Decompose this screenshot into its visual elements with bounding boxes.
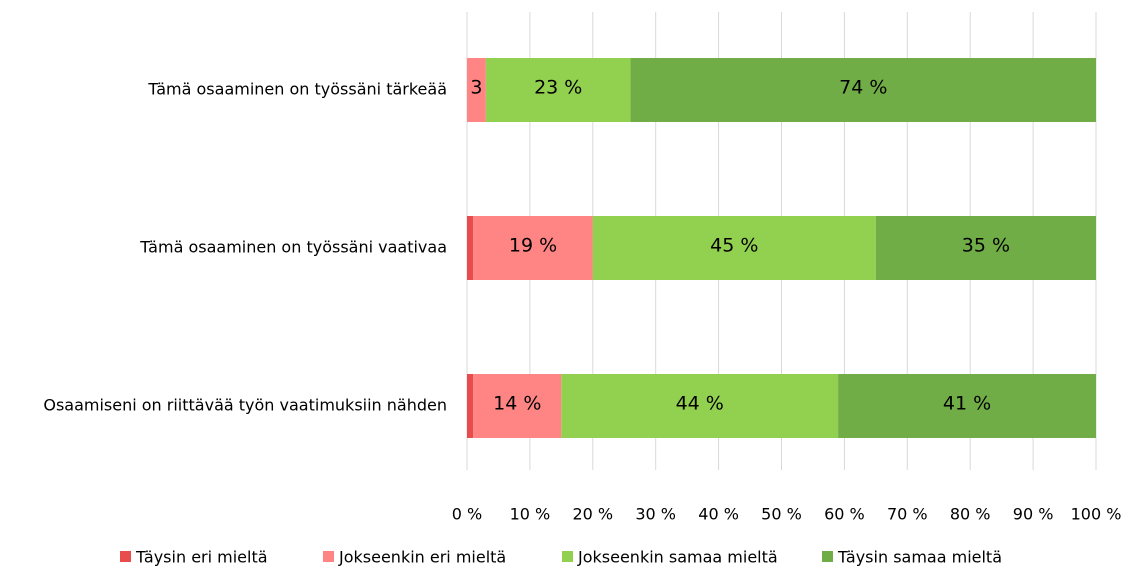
bar-segment	[561, 374, 839, 438]
data-label: 35 %	[962, 235, 1010, 257]
x-tick-label: 60 %	[824, 505, 865, 524]
legend-swatch	[562, 551, 573, 562]
bar-segment	[467, 216, 474, 280]
bar-segment	[592, 216, 876, 280]
data-label: 44 %	[676, 393, 724, 415]
x-tick-label: 50 %	[761, 505, 802, 524]
data-label: 14 %	[493, 393, 541, 415]
x-tick-label: 0 %	[452, 505, 482, 524]
x-tick-label: 30 %	[635, 505, 676, 524]
x-tick-label: 20 %	[572, 505, 613, 524]
category-label: Tämä osaaminen on työssäni vaativaa	[139, 238, 447, 257]
bar-segment	[473, 374, 562, 438]
bar-segment	[875, 216, 1096, 280]
legend-swatch	[822, 551, 833, 562]
bar-segment	[838, 374, 1096, 438]
data-label: 45 %	[710, 235, 758, 257]
x-tick-label: 100 %	[1071, 505, 1122, 524]
bar-segment	[467, 374, 474, 438]
legend-swatch	[120, 551, 131, 562]
legend-label: Jokseenkin eri mieltä	[338, 548, 506, 567]
data-label: 41 %	[943, 393, 991, 415]
data-label: 74 %	[839, 77, 887, 99]
legend-swatch	[323, 551, 334, 562]
bar-segment	[485, 58, 631, 122]
category-label: Tämä osaaminen on työssäni tärkeää	[147, 80, 447, 99]
category-label: Osaamiseni on riittävää työn vaatimuksii…	[43, 396, 447, 415]
legend-label: Täysin samaa mieltä	[837, 548, 1002, 567]
bar-segment	[630, 58, 1096, 122]
x-tick-label: 90 %	[1013, 505, 1054, 524]
legend-label: Täysin eri mieltä	[135, 548, 268, 567]
x-tick-label: 80 %	[950, 505, 991, 524]
bar-segment	[467, 58, 486, 122]
x-tick-label: 40 %	[698, 505, 739, 524]
x-tick-label: 70 %	[887, 505, 928, 524]
bar-segment	[473, 216, 593, 280]
x-tick-label: 10 %	[510, 505, 551, 524]
data-label: 19 %	[509, 235, 557, 257]
data-label: 23 %	[534, 77, 582, 99]
legend-label: Jokseenkin samaa mieltä	[577, 548, 778, 567]
